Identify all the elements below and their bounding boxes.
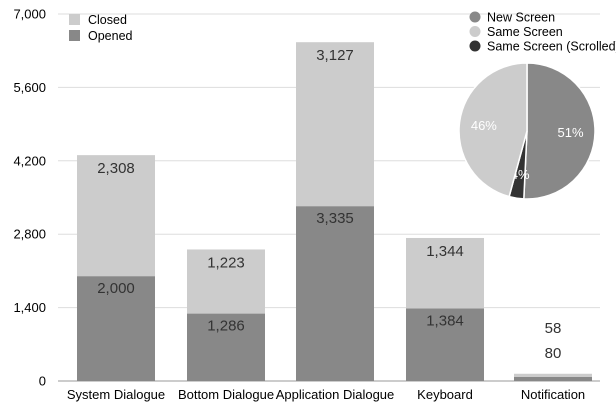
bar-closed-system-dialogue xyxy=(77,155,155,277)
pie-chart: 51%4%46% xyxy=(458,62,596,200)
pie-slice-new-screen xyxy=(523,62,596,200)
bar-legend: Closed Opened xyxy=(69,13,133,43)
x-tick-label-notification: Notification xyxy=(521,387,585,402)
data-label-closed-system-dialogue: 2,308 xyxy=(97,160,135,177)
data-label-opened-bottom-dialogue: 1,286 xyxy=(207,318,245,335)
y-axis-ticks: 0 1,400 2,800 4,200 5,600 7,000 xyxy=(13,7,46,389)
data-label-closed-notification: 58 xyxy=(545,320,562,337)
bar-closed-notification xyxy=(514,373,592,377)
x-tick-label-application-dialogue: Application Dialogue xyxy=(276,387,395,402)
pie-label-same-screen: 46% xyxy=(471,118,497,133)
legend-swatch-closed xyxy=(69,14,80,25)
y-tick-label-0: 0 xyxy=(39,374,46,389)
pie-legend-marker-same-screen xyxy=(469,26,481,37)
y-tick-label-5600: 5,600 xyxy=(13,80,46,95)
data-label-opened-notification: 80 xyxy=(545,345,562,362)
legend-label-closed: Closed xyxy=(88,13,127,27)
data-label-closed-bottom-dialogue: 1,223 xyxy=(207,254,245,271)
pie-label-new-screen: 51% xyxy=(557,125,583,140)
data-label-closed-keyboard: 1,344 xyxy=(426,243,464,260)
legend-swatch-opened xyxy=(69,30,80,41)
x-tick-label-system-dialogue: System Dialogue xyxy=(67,387,165,402)
pie-legend-label-same-screen-scrolled: Same Screen (Scrolled) xyxy=(487,40,616,54)
y-tick-label-4200: 4,200 xyxy=(13,153,46,168)
y-tick-label-1400: 1,400 xyxy=(13,300,46,315)
y-tick-label-7000: 7,000 xyxy=(13,7,46,22)
pie-legend-marker-new-screen xyxy=(469,11,481,23)
pie-legend-marker-same-screen-scrolled xyxy=(469,40,481,52)
data-label-opened-application-dialogue: 3,335 xyxy=(316,210,354,227)
bar-closed-bottom-dialogue xyxy=(187,249,265,314)
stacked-bars: 2,000 2,308 1,286 1,223 3,335 3,127 1,384 1,344… xyxy=(77,42,592,381)
bar-opened-system-dialogue xyxy=(77,276,155,381)
data-label-closed-application-dialogue: 3,127 xyxy=(316,47,354,64)
data-label-opened-system-dialogue: 2,000 xyxy=(97,280,135,297)
x-axis-ticks: System Dialogue Bottom Dialogue Applicatio… xyxy=(67,387,585,402)
bar-closed-keyboard xyxy=(406,237,484,309)
bar-opened-notification xyxy=(514,376,592,381)
data-label-opened-keyboard: 1,384 xyxy=(426,312,464,329)
bar-opened-bottom-dialogue xyxy=(187,313,265,381)
bar-opened-keyboard xyxy=(406,308,484,381)
x-tick-label-bottom-dialogue: Bottom Dialogue xyxy=(178,387,274,402)
pie-legend-label-new-screen: New Screen xyxy=(487,11,555,25)
pie-legend-label-same-screen: Same Screen xyxy=(487,25,563,39)
bar-opened-application-dialogue xyxy=(296,206,374,381)
legend-label-opened: Opened xyxy=(88,29,133,43)
x-tick-label-keyboard: Keyboard xyxy=(417,387,473,402)
y-tick-label-2800: 2,800 xyxy=(13,227,46,242)
pie-slice-same-screen xyxy=(458,62,528,198)
bar-closed-application-dialogue xyxy=(296,42,374,207)
